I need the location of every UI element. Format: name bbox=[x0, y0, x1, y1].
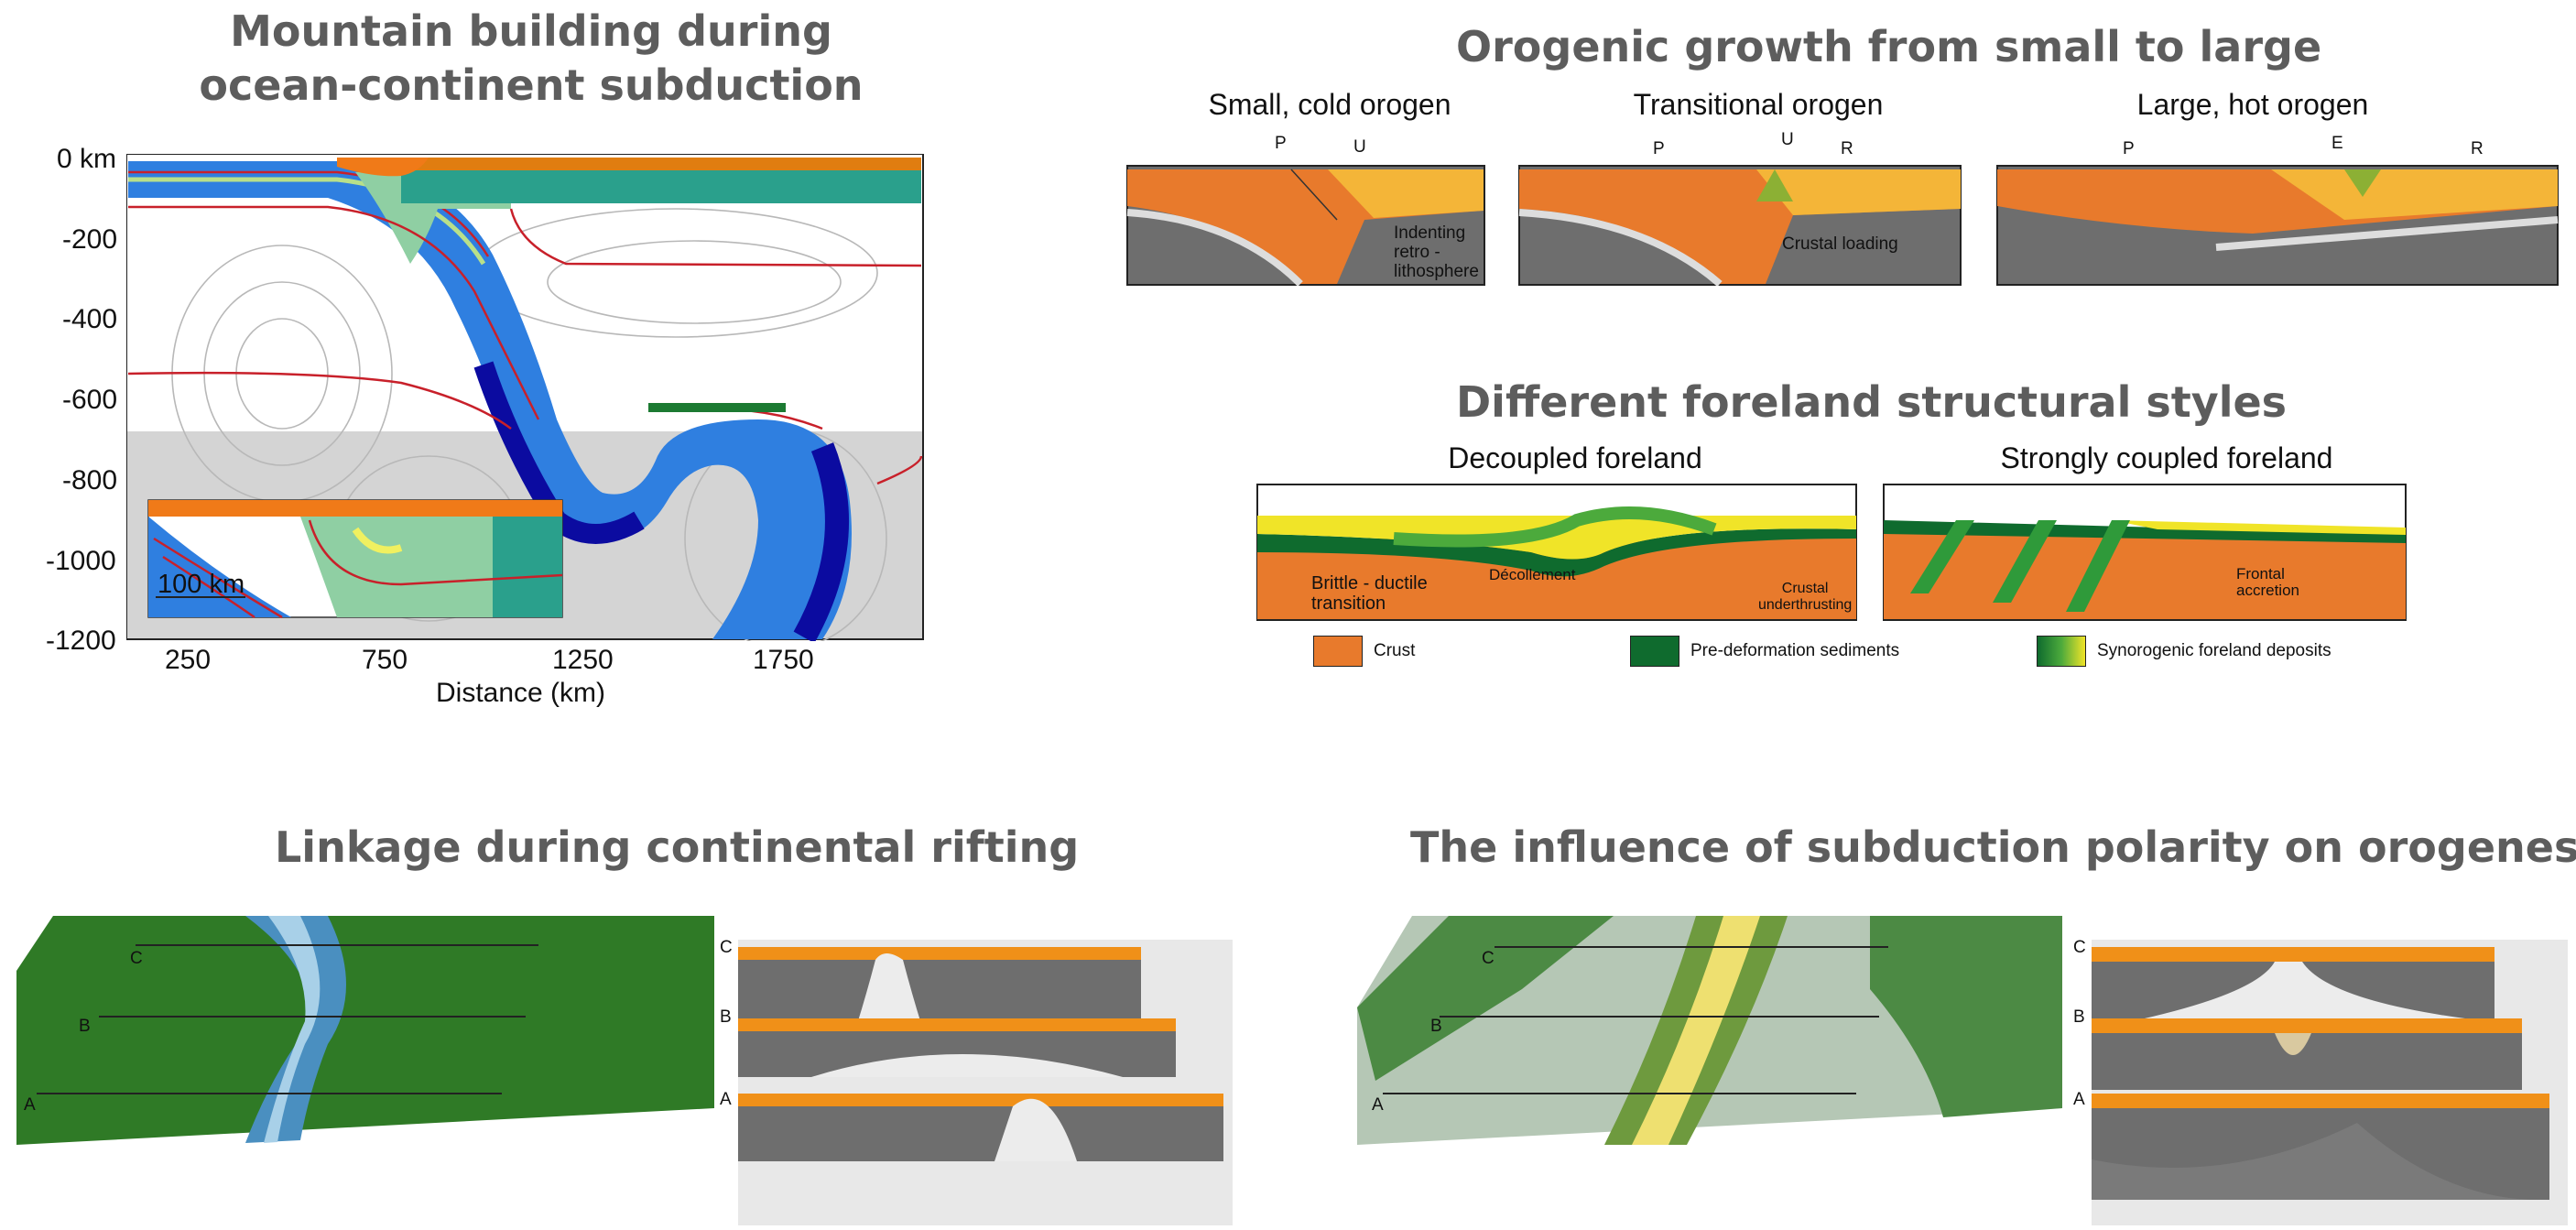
x-tick-1250: 1250 bbox=[552, 645, 614, 675]
subducting-slab bbox=[128, 161, 852, 639]
y-tick-0: 0 km bbox=[57, 144, 117, 174]
legend-label-deposits: Synorogenic foreland deposits bbox=[2097, 641, 2331, 660]
mountain-title-line1: Mountain building during bbox=[230, 6, 832, 56]
subduction-model-plot bbox=[126, 154, 924, 641]
y-tick-1000: -1000 bbox=[46, 546, 116, 576]
rift-map-label-c: C bbox=[130, 949, 143, 968]
foreland-left-label-decollement: Décollement bbox=[1489, 566, 1576, 583]
orogen-small-note: Indenting retro - lithosphere bbox=[1394, 223, 1479, 281]
legend-swatch-sediments bbox=[1630, 636, 1679, 667]
x-tick-250: 250 bbox=[165, 645, 212, 675]
orogen-trans-label-p: P bbox=[1653, 139, 1665, 158]
x-axis-label: Distance (km) bbox=[436, 678, 606, 708]
foreland-coupled-diagram bbox=[1883, 484, 2407, 621]
rift-section-label-c: C bbox=[720, 938, 733, 957]
polarity-section-b bbox=[2092, 1018, 2522, 1090]
y-tick-200: -200 bbox=[62, 224, 118, 255]
foreland-right-title: Strongly coupled foreland bbox=[2000, 441, 2333, 474]
y-tick-1200: -1200 bbox=[46, 626, 116, 656]
legend-swatch-deposits bbox=[2037, 636, 2086, 667]
orogen-transitional-diagram bbox=[1518, 165, 1962, 286]
foreland-decoupled-diagram bbox=[1256, 484, 1857, 621]
orogen-transitional-title: Transitional orogen bbox=[1633, 88, 1884, 121]
inset-scale-label: 100 km bbox=[158, 570, 245, 599]
y-tick-400: -400 bbox=[62, 304, 118, 334]
orogen-trans-label-r: R bbox=[1841, 139, 1853, 158]
foreland-title: Different foreland structural styles bbox=[1456, 377, 2288, 427]
polarity-section-label-c: C bbox=[2073, 938, 2086, 957]
foreland-right-label-frontal: Frontal accretion bbox=[2236, 565, 2299, 599]
mountain-title: Mountain building during ocean-continent… bbox=[156, 5, 907, 113]
polarity-title: The influence of subduction polarity on … bbox=[1410, 822, 2576, 872]
zoom-inset bbox=[147, 499, 563, 619]
polarity-section-a bbox=[2092, 1094, 2549, 1200]
orogen-large-label-p: P bbox=[2123, 139, 2135, 158]
rifting-title: Linkage during continental rifting bbox=[275, 822, 1080, 872]
foreland-left-label-crustal: Crustal underthrusting bbox=[1758, 581, 1853, 613]
orogen-small-label-u: U bbox=[1353, 137, 1366, 157]
orogenic-title: Orogenic growth from small to large bbox=[1456, 22, 2322, 71]
legend-label-crust: Crust bbox=[1374, 641, 1416, 660]
orogen-large-title: Large, hot orogen bbox=[2136, 88, 2369, 121]
rift-section-label-b: B bbox=[720, 1007, 732, 1027]
foreland-left-label-1: Brittle - ductile transition bbox=[1311, 573, 1428, 614]
polarity-map-label-c: C bbox=[1482, 949, 1495, 968]
mountain-title-line2: ocean-continent subduction bbox=[199, 60, 864, 110]
polarity-map-label-a: A bbox=[1372, 1095, 1384, 1115]
legend-label-sediments: Pre-deformation sediments bbox=[1690, 641, 1900, 660]
orogen-small-diagram bbox=[1126, 165, 1485, 286]
x-tick-750: 750 bbox=[362, 645, 408, 675]
rift-3d-model bbox=[16, 916, 714, 1145]
foreland-left-title: Decoupled foreland bbox=[1448, 441, 1702, 474]
rift-section-label-a: A bbox=[720, 1090, 732, 1109]
y-tick-600: -600 bbox=[62, 385, 118, 415]
rift-section-c bbox=[738, 947, 1141, 1024]
rift-section-b bbox=[738, 1018, 1176, 1077]
orogen-large-label-e: E bbox=[2331, 134, 2343, 153]
rift-cross-sections bbox=[738, 940, 1233, 1225]
orogen-small-title: Small, cold orogen bbox=[1208, 88, 1451, 121]
legend-swatch-crust bbox=[1313, 636, 1363, 667]
y-tick-800: -800 bbox=[62, 465, 118, 495]
rift-section-a bbox=[738, 1094, 1223, 1161]
polarity-section-label-a: A bbox=[2073, 1090, 2085, 1109]
orogen-large-label-r: R bbox=[2471, 139, 2484, 158]
polarity-map-label-b: B bbox=[1430, 1017, 1442, 1036]
x-tick-1750: 1750 bbox=[753, 645, 814, 675]
rift-map-label-a: A bbox=[24, 1095, 36, 1115]
polarity-cross-sections bbox=[2092, 940, 2568, 1225]
rift-map-label-b: B bbox=[79, 1017, 91, 1036]
polarity-section-c bbox=[2092, 947, 2494, 1022]
polarity-3d-model bbox=[1357, 916, 2062, 1145]
orogen-large-diagram bbox=[1996, 165, 2559, 286]
orogen-small-label-p: P bbox=[1275, 134, 1287, 153]
orogen-trans-note: Crustal loading bbox=[1782, 234, 1898, 254]
orogen-trans-label-u: U bbox=[1781, 130, 1794, 149]
polarity-section-label-b: B bbox=[2073, 1007, 2085, 1027]
